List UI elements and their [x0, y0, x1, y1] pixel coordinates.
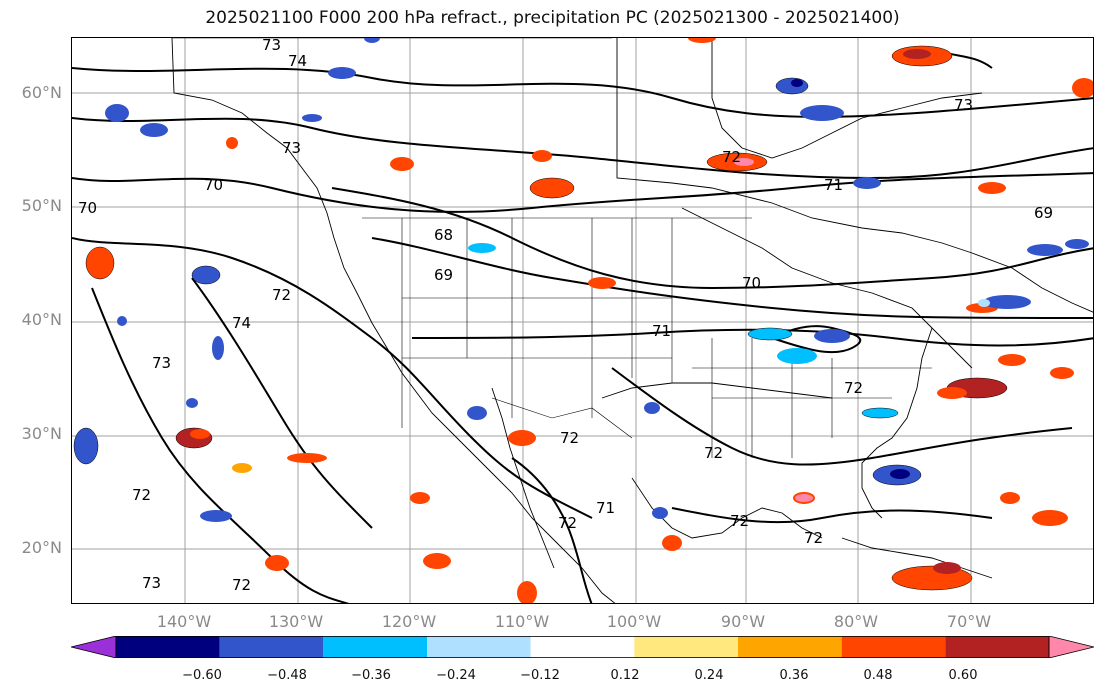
contour-label-group: 73 74 73 73 72 70 70 71 73 72 74 69 68 6…	[78, 38, 1053, 594]
contour-label: 74	[232, 314, 251, 332]
contour-label: 72	[132, 486, 151, 504]
refractivity-contours	[72, 47, 1093, 603]
contour-label: 70	[204, 176, 223, 194]
contour-label: 71	[824, 176, 843, 194]
contour-label: 73	[262, 38, 281, 54]
colorbar-segment	[116, 636, 220, 658]
colorbar-segment	[323, 636, 427, 658]
colorbar-segments	[71, 636, 1094, 658]
colorbar-segment	[945, 636, 1049, 658]
contour-label: 72	[232, 576, 251, 594]
colorbar-tick-label: 0.12	[610, 668, 640, 683]
contour-label: 73	[152, 354, 171, 372]
precipitation-shading	[73, 38, 1093, 603]
contour-label: 72	[560, 429, 579, 447]
contour-label: 71	[596, 499, 615, 517]
colorbar-tick-label: −0.12	[520, 668, 560, 683]
contour-label: 72	[730, 512, 749, 530]
colorbar-segment	[841, 636, 946, 658]
lon-label-70w: 70°W	[946, 612, 992, 631]
contour-label: 71	[652, 322, 671, 340]
map-canvas: 73 74 73 73 72 70 70 71 73 72 74 69 68 6…	[72, 38, 1093, 603]
colorbar-tick-label: −0.36	[351, 668, 391, 683]
lat-label-40n: 40°N	[21, 310, 62, 329]
colorbar-tick-label: 0.36	[779, 668, 809, 683]
colorbar-segment	[427, 636, 531, 658]
colorbar-tick-label: 0.48	[863, 668, 893, 683]
lon-label-80w: 80°W	[833, 612, 879, 631]
colorbar-border	[115, 636, 1050, 658]
political-borders	[172, 38, 932, 458]
lon-label-140w: 140°W	[156, 612, 212, 631]
contour-label: 72	[722, 148, 741, 166]
lat-label-60n: 60°N	[21, 83, 62, 102]
colorbar-tick-label: −0.24	[436, 668, 476, 683]
lon-label-110w: 110°W	[494, 612, 550, 631]
graticule	[72, 38, 1093, 603]
lon-label-130w: 130°W	[268, 612, 324, 631]
contour-label: 74	[288, 52, 307, 70]
colorbar-segment	[738, 636, 842, 658]
colorbar-extend-low	[71, 636, 117, 658]
colorbar-segment	[530, 636, 635, 658]
contour-label: 72	[804, 529, 823, 547]
contour-label: 69	[434, 266, 453, 284]
lon-label-90w: 90°W	[720, 612, 766, 631]
colorbar-tick-label: −0.60	[182, 668, 222, 683]
contour-label: 70	[78, 199, 97, 217]
contour-label: 72	[704, 444, 723, 462]
colorbar-extend-high	[1048, 636, 1094, 658]
contour-label: 72	[844, 379, 863, 397]
contour-label: 73	[282, 139, 301, 157]
colorbar	[71, 636, 1094, 658]
lat-label-30n: 30°N	[21, 424, 62, 443]
colorbar-segment	[219, 636, 324, 658]
map-title: 2025021100 F000 200 hPa refract., precip…	[205, 8, 900, 28]
contour-label: 72	[558, 514, 577, 532]
colorbar-segment	[634, 636, 738, 658]
contour-label: 69	[1034, 204, 1053, 222]
contour-label: 73	[142, 574, 161, 592]
contour-label: 70	[742, 274, 761, 292]
lat-label-20n: 20°N	[21, 538, 62, 557]
colorbar-tick-label: 0.24	[694, 668, 724, 683]
lon-label-100w: 100°W	[606, 612, 662, 631]
contour-label: 72	[272, 286, 291, 304]
lon-label-120w: 120°W	[381, 612, 437, 631]
colorbar-tick-label: −0.48	[267, 668, 307, 683]
lat-label-50n: 50°N	[21, 196, 62, 215]
contour-label: 73	[954, 96, 973, 114]
colorbar-tick-label: 0.60	[948, 668, 978, 683]
coastlines	[171, 38, 1093, 603]
contour-label: 68	[434, 226, 453, 244]
map-panel: 73 74 73 73 72 70 70 71 73 72 74 69 68 6…	[71, 37, 1094, 604]
